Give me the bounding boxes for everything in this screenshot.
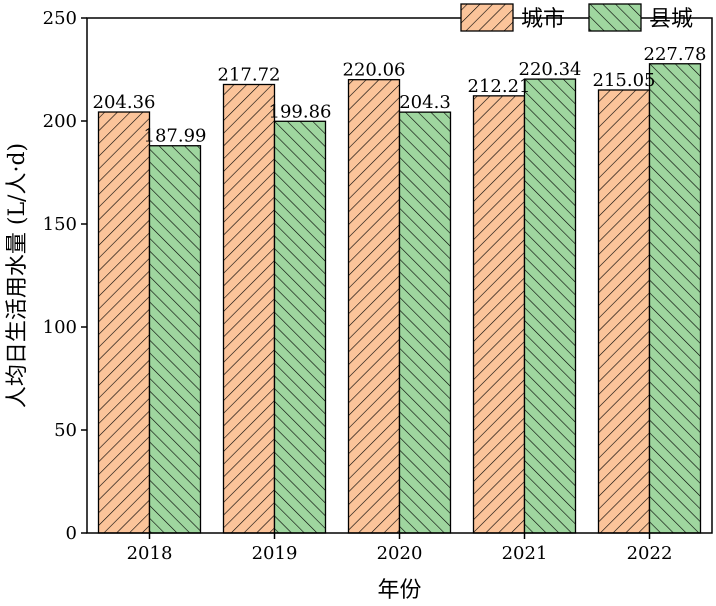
data-label-city-2018: 204.36 [93, 92, 156, 113]
data-label-city-2021: 212.21 [468, 76, 531, 97]
bar-city-2019 [222, 83, 276, 534]
data-label-city-2019: 217.72 [218, 64, 281, 85]
y-axis-ticks: 0 50 100 150 200 250 [43, 8, 87, 544]
data-label-city-2020: 220.06 [343, 60, 406, 81]
x-tick-label: 2021 [502, 543, 548, 564]
bar-county-2018 [148, 145, 202, 534]
y-tick-label: 50 [54, 420, 77, 441]
bar-county-2019 [273, 120, 327, 534]
bar-city-2021 [472, 95, 526, 534]
legend-label-county: 县城 [649, 7, 693, 32]
data-label-city-2022: 215.05 [593, 70, 656, 91]
x-tick-label: 2022 [627, 543, 673, 564]
x-axis-title: 年份 [377, 578, 421, 603]
data-label-county-2019: 199.86 [269, 101, 332, 122]
plot-frame [86, 17, 713, 534]
bar-city-2022 [597, 89, 651, 534]
x-tick-label: 2020 [377, 543, 423, 564]
bar-city-2018 [97, 111, 151, 534]
data-label-county-2018: 187.99 [144, 126, 207, 147]
y-axis-title: 人均日生活用水量 (L/人·d) [5, 143, 30, 408]
y-tick-label: 250 [43, 8, 77, 29]
legend-swatch-city [460, 3, 514, 32]
x-tick-label: 2018 [127, 543, 173, 564]
bar-county-2022 [648, 63, 702, 534]
bar-county-2021 [523, 78, 577, 534]
bar-county-2020 [398, 111, 452, 534]
y-tick-label: 100 [43, 317, 77, 338]
y-tick-label: 200 [43, 111, 77, 132]
x-tick-label: 2019 [252, 543, 298, 564]
x-axis-ticks: 2018 2019 2020 2021 2022 [127, 533, 673, 564]
bar-city-2020 [347, 79, 401, 534]
data-label-county-2022: 227.78 [644, 44, 707, 65]
bars-layer [97, 63, 702, 534]
y-tick-label: 150 [43, 214, 77, 235]
data-label-county-2021: 220.34 [519, 59, 582, 80]
y-tick-label: 0 [66, 523, 77, 544]
data-labels-layer: 204.36 187.99 217.72 199.86 220.06 204.3 212.2… [93, 44, 707, 147]
legend-swatch-county [588, 3, 642, 32]
legend: 城市 县城 [460, 3, 693, 32]
legend-label-city: 城市 [521, 7, 565, 32]
data-label-county-2020: 204.3 [399, 92, 451, 113]
